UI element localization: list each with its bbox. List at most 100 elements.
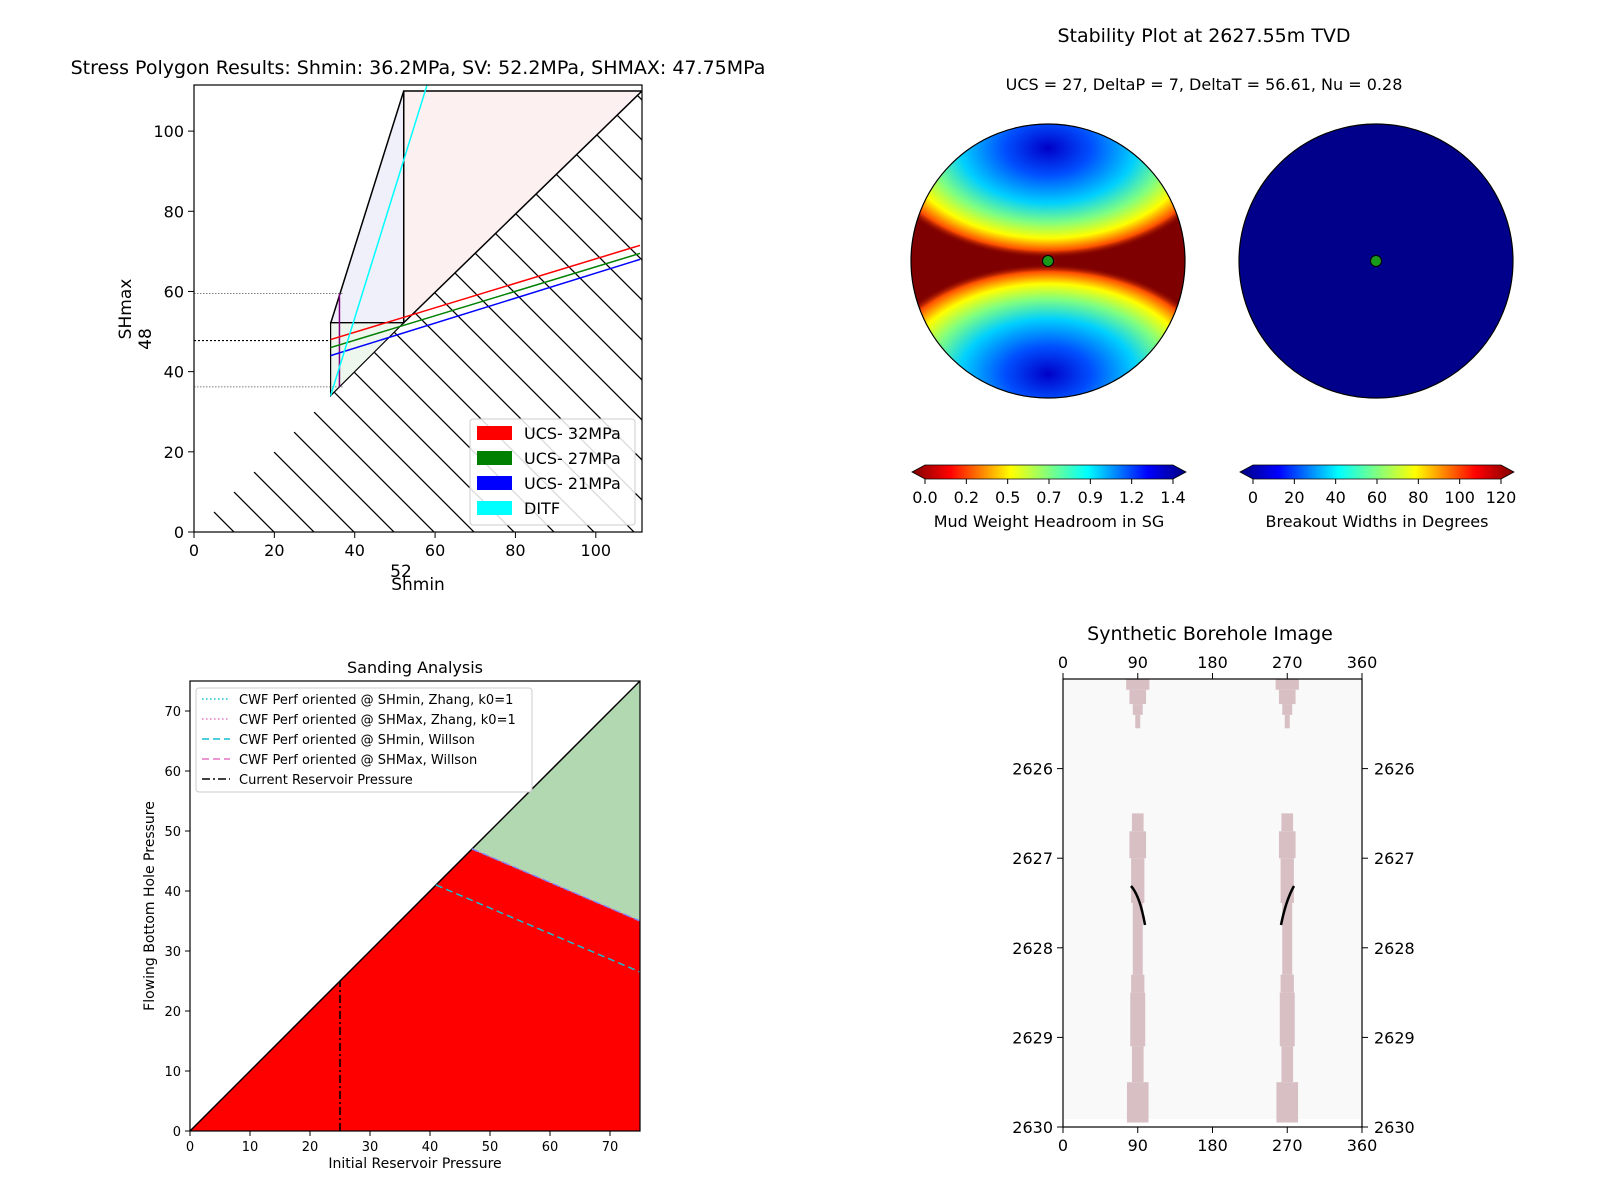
breakout-segment bbox=[1280, 858, 1294, 903]
breakout-segment bbox=[1131, 974, 1145, 993]
breakout-segment bbox=[1275, 679, 1299, 690]
x-tick-label: 0 bbox=[1058, 1136, 1068, 1155]
colorbar-tick-label: 0.7 bbox=[1036, 488, 1061, 507]
sanding-legend-label-2: CWF Perf oriented @ SHmin, Willson bbox=[239, 733, 475, 748]
colorbar-tick-label: 0.0 bbox=[912, 488, 937, 507]
breakout-segment bbox=[1282, 903, 1293, 975]
breakout-colorbar: 0 20 40 60 80 100 120 Breakout Widths in Degre… bbox=[1239, 464, 1516, 531]
x-tick-label: 100 bbox=[581, 541, 612, 560]
y-tick-label-right: 2630 bbox=[1374, 1118, 1415, 1137]
cwf-shmax-zhang-line bbox=[471, 848, 641, 922]
sanding-xlabel: Initial Reservoir Pressure bbox=[328, 1156, 501, 1172]
stress-polygon-y-ticks: 0 20 40 60 80 100 bbox=[153, 122, 194, 542]
breakout-segment bbox=[1129, 831, 1147, 859]
sanding-axes bbox=[189, 680, 641, 1132]
x-tick-label: 50 bbox=[482, 1140, 499, 1155]
mud-weight-colorbar-label: Mud Weight Headroom in SG bbox=[934, 512, 1165, 531]
wellbore-center-dot bbox=[1370, 255, 1382, 267]
mud-weight-bottom-lobe bbox=[911, 264, 1185, 398]
colorbar-tick-label: 0.2 bbox=[954, 488, 979, 507]
x-tick-label: 180 bbox=[1197, 653, 1228, 672]
breakout-segment bbox=[1281, 1046, 1294, 1083]
fracture-trace-left bbox=[1130, 885, 1147, 926]
colorbar-tick-label: 80 bbox=[1408, 488, 1428, 507]
colorbar-tick-label: 20 bbox=[1284, 488, 1304, 507]
mud-weight-polar-plot bbox=[910, 123, 1186, 399]
y-tick-label: 40 bbox=[164, 885, 181, 900]
y-tick-label-right: 2628 bbox=[1374, 939, 1415, 958]
x-tick-label: 20 bbox=[302, 1140, 319, 1155]
stress-polygon-x-marker: 52 bbox=[390, 562, 412, 582]
borehole-image-bg bbox=[1063, 679, 1362, 1119]
legend-swatch-ditf bbox=[477, 501, 512, 515]
reverse-fault-region bbox=[329, 90, 405, 324]
borehole-y-ticks: 2626 2626 2627 2627 2628 2628 2629 2629 2630 2630 bbox=[1012, 760, 1414, 1137]
colorbar-tick-label: 1.4 bbox=[1160, 488, 1185, 507]
cwf-shmin-willson-line bbox=[435, 884, 641, 973]
mud-weight-top-lobe bbox=[911, 124, 1185, 258]
stress-polygon-ylabel: SHmax bbox=[116, 279, 136, 340]
breakout-segment bbox=[1126, 1082, 1149, 1123]
legend-swatch-ucs27 bbox=[477, 451, 512, 465]
x-tick-label: 40 bbox=[422, 1140, 439, 1155]
x-tick-label: 40 bbox=[345, 541, 365, 560]
colorbar-tick-label: 0.9 bbox=[1078, 488, 1103, 507]
stress-polygon-title: Stress Polygon Results: Shmin: 36.2MPa, … bbox=[71, 57, 766, 79]
x-tick-label: 180 bbox=[1197, 1136, 1228, 1155]
y-tick-label: 60 bbox=[164, 765, 181, 780]
colorbar-tick-label: 60 bbox=[1367, 488, 1387, 507]
x-tick-label: 0 bbox=[1058, 653, 1068, 672]
borehole-title: Synthetic Borehole Image bbox=[1087, 623, 1333, 645]
breakout-segment bbox=[1279, 992, 1295, 1047]
breakout-segment bbox=[1130, 992, 1146, 1047]
sanding-legend-label-0: CWF Perf oriented @ SHmin, Zhang, k0=1 bbox=[239, 693, 513, 708]
y-tick-label: 20 bbox=[164, 443, 184, 462]
legend-label-ucs32: UCS- 32MPa bbox=[524, 424, 621, 443]
x-tick-label: 60 bbox=[425, 541, 445, 560]
colorbar-tick-label: 1.2 bbox=[1119, 488, 1144, 507]
y-tick-label: 20 bbox=[164, 1005, 181, 1020]
x-tick-label: 360 bbox=[1347, 1136, 1378, 1155]
mud-weight-colorbar-ticks: 0.0 0.2 0.5 0.7 0.9 1.2 1.4 bbox=[912, 479, 1186, 507]
sanding-chart: Sanding Analysis 0 10 20 30 40 50 60 70 0 10 20 30… bbox=[142, 658, 641, 1172]
y-tick-label: 40 bbox=[164, 363, 184, 382]
y-tick-label: 2627 bbox=[1012, 849, 1053, 868]
y-tick-label: 70 bbox=[164, 705, 181, 720]
breakout-segment bbox=[1135, 714, 1141, 729]
sanding-legend: CWF Perf oriented @ SHmin, Zhang, k0=1 C… bbox=[195, 687, 533, 793]
y-tick-label: 30 bbox=[164, 945, 181, 960]
breakout-segment bbox=[1276, 1082, 1299, 1123]
y-tick-label: 0 bbox=[174, 523, 184, 542]
borehole-x-ticks-top: 0 90 180 270 360 bbox=[1058, 653, 1377, 679]
safe-region bbox=[472, 681, 640, 921]
wellbore-center-dot bbox=[1042, 255, 1054, 267]
legend-label-ditf: DITF bbox=[524, 499, 560, 518]
y-tick-label-right: 2627 bbox=[1374, 849, 1415, 868]
fracture-trace-right bbox=[1279, 885, 1296, 926]
breakout-polar-plot bbox=[1238, 123, 1514, 399]
sanding-region bbox=[190, 849, 640, 1131]
ucs-21-line bbox=[330, 258, 641, 357]
legend-swatch-ucs32 bbox=[477, 426, 512, 440]
cwf-shmax-willson-line bbox=[471, 848, 641, 922]
ucs-27-line bbox=[330, 252, 641, 349]
breakout-segment bbox=[1126, 679, 1150, 690]
stress-polygon-axes bbox=[193, 84, 643, 533]
sanding-x-ticks: 0 10 20 30 40 50 60 70 bbox=[186, 1131, 618, 1155]
y-tick-label: 50 bbox=[164, 825, 181, 840]
colorbar-tick-label: 0 bbox=[1248, 488, 1258, 507]
diagonal-line bbox=[189, 680, 641, 1132]
sanding-legend-label-3: CWF Perf oriented @ SHMax, Willson bbox=[239, 753, 477, 768]
x-tick-label: 60 bbox=[542, 1140, 559, 1155]
legend-swatch-ucs21 bbox=[477, 476, 512, 490]
y-tick-label: 2626 bbox=[1012, 760, 1053, 779]
breakout-segment bbox=[1131, 1046, 1144, 1083]
sanding-legend-label-1: CWF Perf oriented @ SHMax, Zhang, k0=1 bbox=[239, 713, 516, 728]
y-tick-label-right: 2629 bbox=[1374, 1028, 1415, 1047]
x-tick-label: 20 bbox=[264, 541, 284, 560]
stress-polygon-legend: UCS- 32MPa UCS- 27MPa UCS- 21MPa DITF bbox=[469, 418, 636, 526]
breakout-segment bbox=[1281, 813, 1294, 832]
breakout-segment bbox=[1278, 831, 1296, 859]
x-tick-label: 90 bbox=[1128, 1136, 1148, 1155]
